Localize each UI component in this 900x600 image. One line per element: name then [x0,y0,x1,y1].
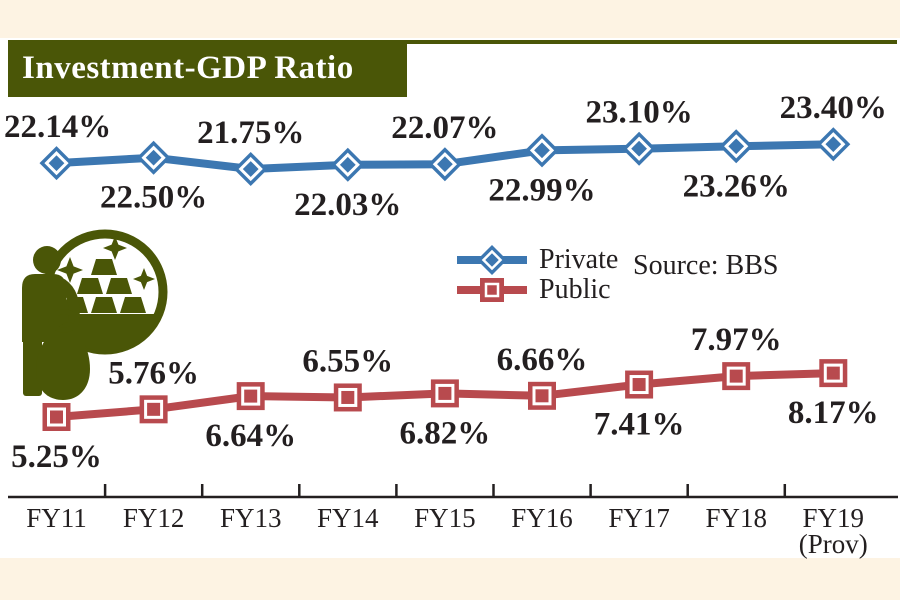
private-value-label: 22.50% [100,180,207,216]
x-axis-label: FY14 [317,503,379,533]
source-attribution: Source: BBS [633,250,779,281]
x-axis-label: FY17 [608,503,670,533]
diamond-marker [719,129,754,164]
square-marker-inner [532,386,552,406]
square-marker [625,370,654,399]
square-marker-inner [823,363,843,383]
investor-money-icon [22,229,168,400]
private-value-label: 23.26% [683,168,790,204]
diamond-marker [39,146,74,181]
public-value-label: 5.76% [108,355,199,391]
diamond-marker-inner [44,151,69,176]
square-marker [528,381,556,410]
x-axis-label: FY13 [220,503,282,533]
public-value-label: 6.66% [497,342,588,378]
public-value-label: 7.41% [594,407,685,443]
private-value-label: 21.75% [197,115,304,151]
private-value-label: 23.40% [780,90,887,126]
x-axis-label: FY12 [123,503,185,533]
legend-item-private: Private [455,244,619,275]
investment-illustration [2,222,182,412]
diamond-marker-inner [335,152,360,177]
private-line-diamond-icon [457,245,527,275]
diamond-marker [816,127,851,162]
money-bag-icon [36,309,90,400]
x-axis-label: FY15 [414,503,476,533]
diamond-marker [233,152,268,187]
diamond-marker-inner [141,145,166,170]
square-marker [333,383,362,412]
diamond-marker-inner [724,134,749,159]
square-marker [722,362,751,391]
x-axis-label: FY16 [511,503,573,533]
sparkle-icon [57,236,155,290]
square-marker-inner [435,383,455,403]
public-value-label: 6.55% [302,343,393,379]
legend: Private Public [455,244,619,305]
diamond-marker-inner [432,152,458,177]
diamond-marker [622,131,657,166]
private-value-label: 22.07% [391,110,498,146]
diamond-marker-inner [626,136,652,161]
diamond-marker [427,147,462,182]
x-axis-label: FY19 [803,503,865,533]
legend-label-public: Public [539,274,611,305]
private-value-label: 22.03% [294,187,401,223]
page-title: Investment-GDP Ratio [8,40,407,97]
public-value-label: 6.82% [400,415,491,451]
square-marker-inner [726,366,746,386]
diamond-marker [136,140,171,175]
legend-item-public: Public [455,274,618,305]
square-marker-inner [338,387,358,407]
square-marker [430,379,459,408]
square-marker-inner [144,399,164,419]
square-marker-inner [47,407,66,427]
top-cream-band [0,0,900,38]
x-axis-note: (Prov) [799,529,868,559]
square-marker-inner [629,375,649,395]
diamond-marker [330,147,365,182]
legend-label-private: Private [539,244,619,275]
diamond-marker [525,133,559,168]
public-value-label: 7.97% [691,322,782,358]
public-line-square-icon [457,278,527,302]
title-rule [8,40,897,44]
bottom-cream-band [0,558,900,600]
x-axis-label: FY18 [705,503,767,533]
diamond-marker-inner [821,132,846,157]
square-marker [819,359,848,388]
diamond-marker-inner [529,138,555,163]
square-marker [236,382,265,411]
x-axis-label: FY11 [26,503,87,533]
public-value-label: 5.25% [11,439,102,475]
private-value-label: 22.99% [488,172,595,208]
private-value-label: 22.14% [4,109,111,145]
square-marker-inner [241,386,261,406]
public-value-label: 8.17% [788,395,879,431]
public-value-label: 6.64% [205,418,296,454]
private-value-label: 23.10% [585,95,692,131]
diamond-marker-inner [238,156,263,182]
